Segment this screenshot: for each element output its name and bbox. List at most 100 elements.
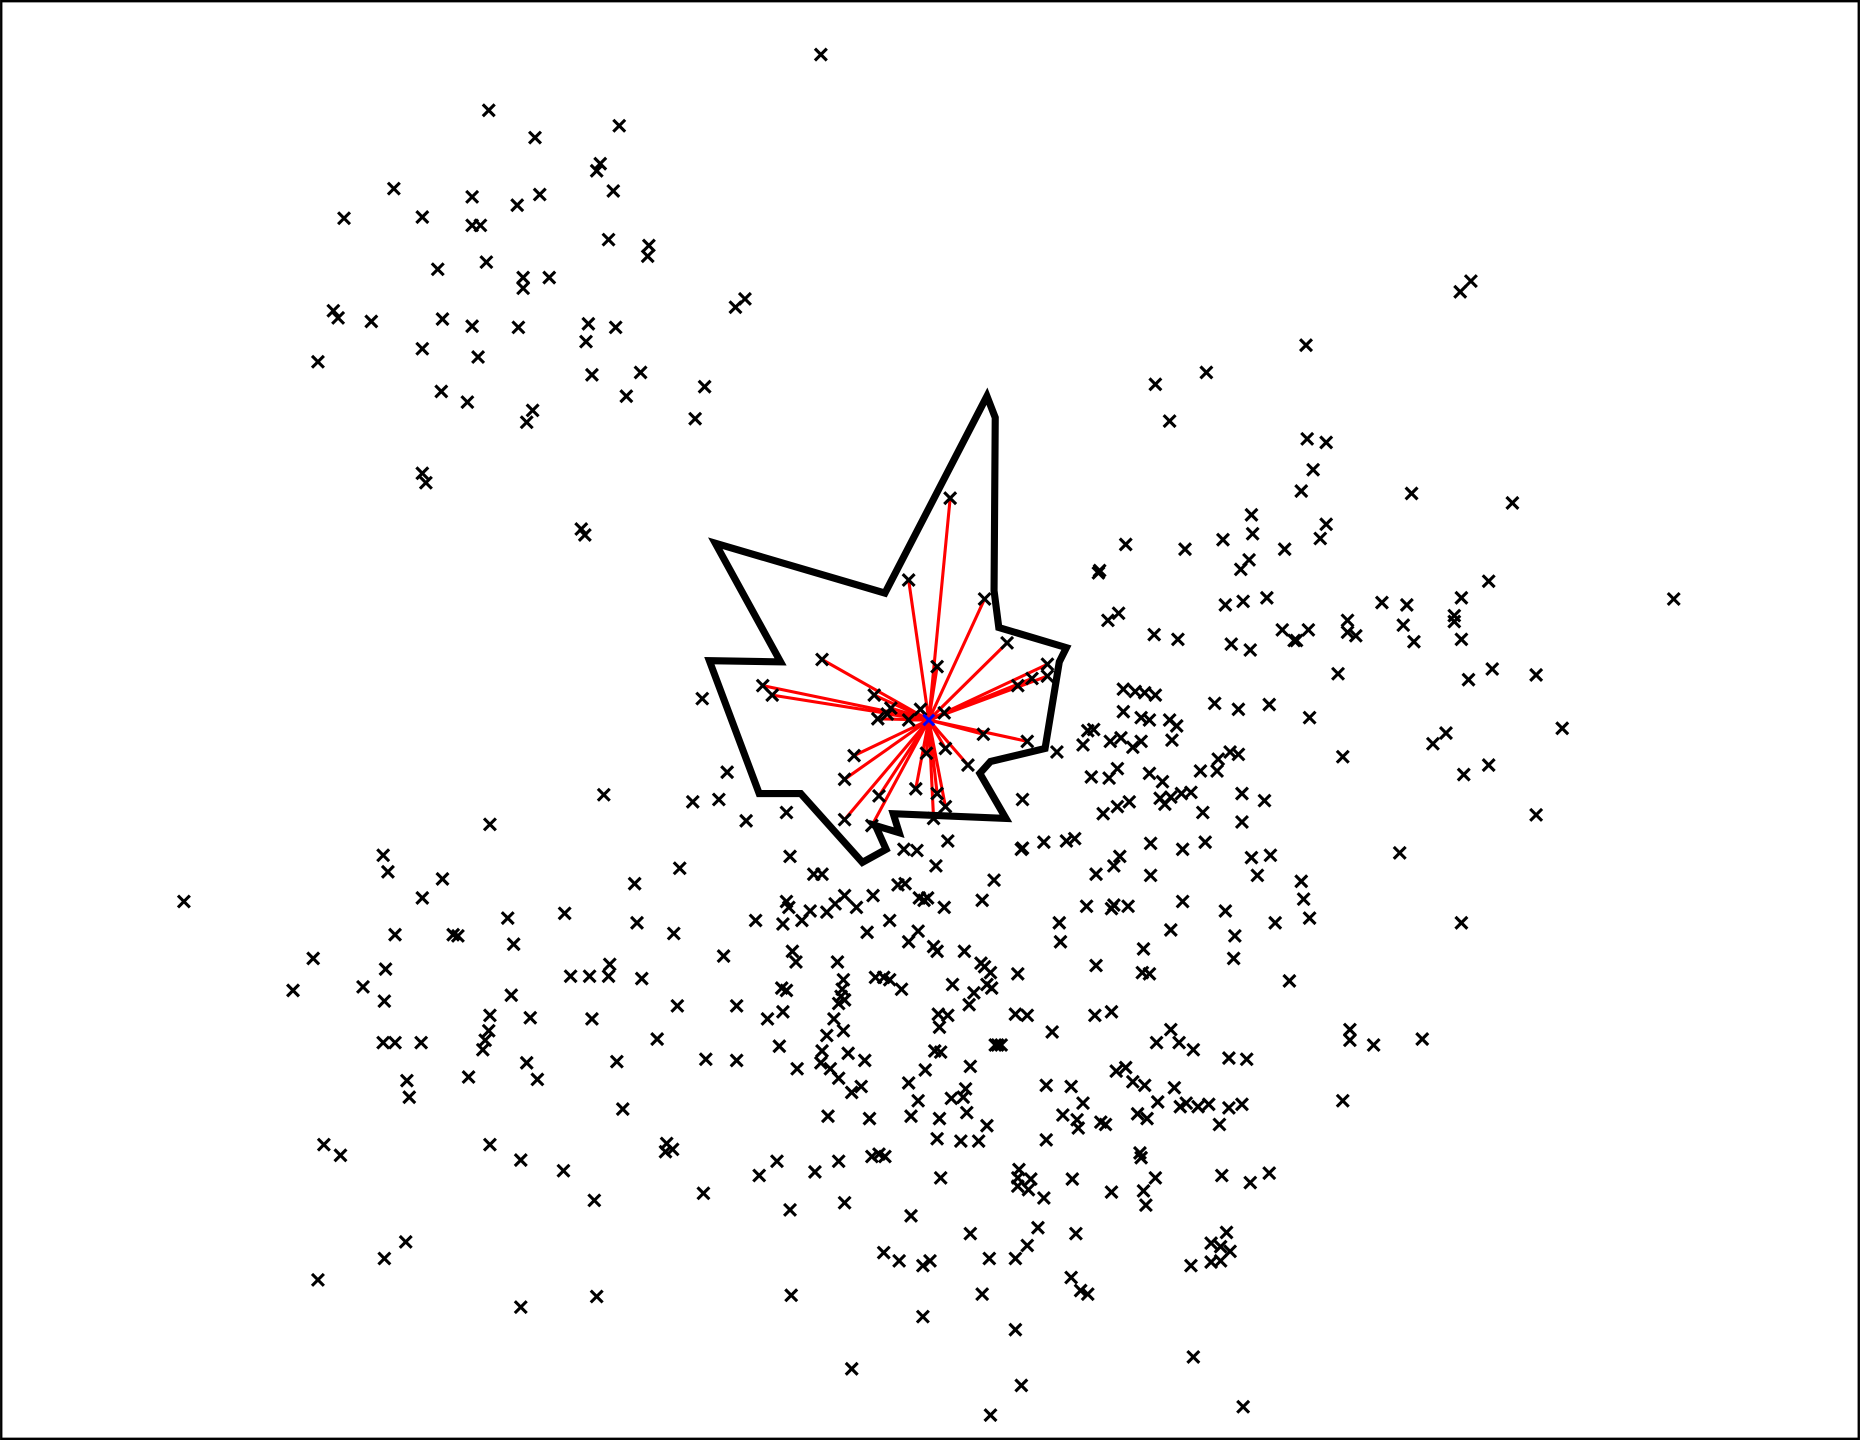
data-point	[1415, 1032, 1430, 1047]
data-point	[1204, 1236, 1219, 1251]
data-point	[1049, 745, 1064, 760]
data-point	[860, 925, 875, 940]
data-point	[944, 1091, 959, 1106]
data-point	[1150, 1094, 1165, 1109]
data-point	[1275, 622, 1290, 637]
data-point	[665, 1142, 680, 1157]
data-point	[1231, 747, 1246, 762]
data-point	[1262, 697, 1277, 712]
data-point	[844, 1085, 859, 1100]
data-point	[962, 997, 977, 1012]
data-point	[975, 893, 990, 908]
data-point	[286, 983, 301, 998]
data-point	[755, 678, 770, 693]
data-point	[465, 319, 480, 334]
data-point	[1263, 848, 1278, 863]
neighbor-ray	[877, 719, 931, 797]
data-point	[1294, 874, 1309, 889]
data-point	[471, 350, 486, 365]
data-point	[176, 894, 191, 909]
data-point	[1134, 734, 1149, 749]
data-point	[930, 944, 945, 959]
data-point	[1313, 531, 1328, 546]
data-point	[1118, 1060, 1133, 1075]
data-point	[983, 965, 998, 980]
data-point	[831, 1071, 846, 1086]
data-point	[904, 1109, 919, 1124]
data-point	[831, 1154, 846, 1169]
data-point	[1064, 1079, 1079, 1094]
data-point	[1236, 594, 1251, 609]
data-point	[945, 977, 960, 992]
data-point	[519, 1055, 534, 1070]
data-point	[582, 969, 597, 984]
data-point	[830, 954, 845, 969]
data-point	[1055, 1107, 1070, 1123]
data-point	[504, 988, 519, 1003]
data-point	[1175, 842, 1190, 857]
data-point	[1068, 1226, 1083, 1241]
data-point	[785, 944, 800, 959]
data-point	[920, 890, 935, 905]
data-point	[640, 249, 655, 264]
data-point	[958, 1081, 973, 1096]
data-point	[1053, 934, 1068, 949]
data-point	[982, 1251, 997, 1266]
data-point	[1186, 1042, 1201, 1057]
data-point	[1130, 1106, 1145, 1121]
neighbor-ray	[853, 718, 930, 757]
data-point	[882, 972, 897, 987]
data-point	[1396, 618, 1411, 633]
data-point	[1211, 752, 1226, 767]
data-point	[813, 47, 828, 62]
data-point	[844, 1361, 859, 1376]
data-point	[378, 962, 393, 977]
data-point	[1239, 1052, 1254, 1067]
data-point	[376, 848, 391, 863]
data-point	[1179, 1096, 1194, 1111]
data-point	[1331, 666, 1346, 681]
data-point	[966, 985, 981, 1000]
data-point	[819, 1028, 834, 1043]
data-point	[1104, 1004, 1119, 1019]
data-point	[847, 748, 862, 763]
data-point	[331, 310, 346, 325]
data-point	[1302, 710, 1317, 725]
data-point	[1399, 597, 1414, 612]
data-point	[1071, 1121, 1086, 1136]
data-point	[857, 1053, 872, 1068]
data-point	[430, 262, 445, 277]
data-point	[1080, 1287, 1095, 1302]
data-point	[815, 867, 830, 882]
data-point	[1223, 1244, 1238, 1259]
data-point	[1340, 625, 1355, 640]
data-point	[837, 1195, 852, 1210]
data-point	[698, 1052, 713, 1067]
data-point	[398, 1234, 413, 1249]
data-point	[593, 156, 608, 171]
data-point	[930, 1131, 945, 1146]
data-point	[415, 466, 430, 481]
data-point	[1438, 726, 1454, 741]
data-point	[1065, 1172, 1080, 1187]
data-point	[1198, 835, 1213, 850]
data-point	[854, 1079, 869, 1094]
data-point	[1218, 597, 1233, 612]
data-point	[1178, 542, 1193, 557]
data-point	[556, 1163, 571, 1178]
data-point	[460, 395, 475, 410]
data-point	[748, 913, 763, 928]
data-point	[870, 711, 885, 726]
data-point	[1106, 898, 1121, 913]
data-point	[1453, 284, 1468, 299]
data-point	[1186, 1349, 1201, 1364]
data-point	[1319, 517, 1334, 532]
data-point	[1404, 486, 1419, 501]
data-point	[1020, 734, 1035, 749]
data-point	[513, 1300, 528, 1315]
data-point	[1236, 1399, 1251, 1414]
data-point	[633, 365, 648, 380]
data-point	[380, 864, 395, 879]
